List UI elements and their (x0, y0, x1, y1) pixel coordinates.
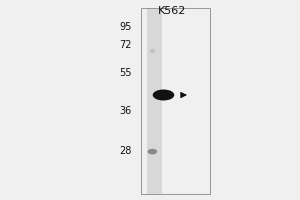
Ellipse shape (153, 90, 174, 100)
Text: 28: 28 (120, 146, 132, 156)
Ellipse shape (148, 149, 157, 154)
Text: 36: 36 (120, 106, 132, 116)
Text: 55: 55 (119, 68, 132, 78)
Text: K562: K562 (158, 6, 187, 16)
Text: 95: 95 (120, 22, 132, 32)
Bar (141, 8, 210, 194)
Ellipse shape (150, 49, 155, 53)
Text: 72: 72 (119, 40, 132, 50)
Bar (147, 8, 162, 194)
